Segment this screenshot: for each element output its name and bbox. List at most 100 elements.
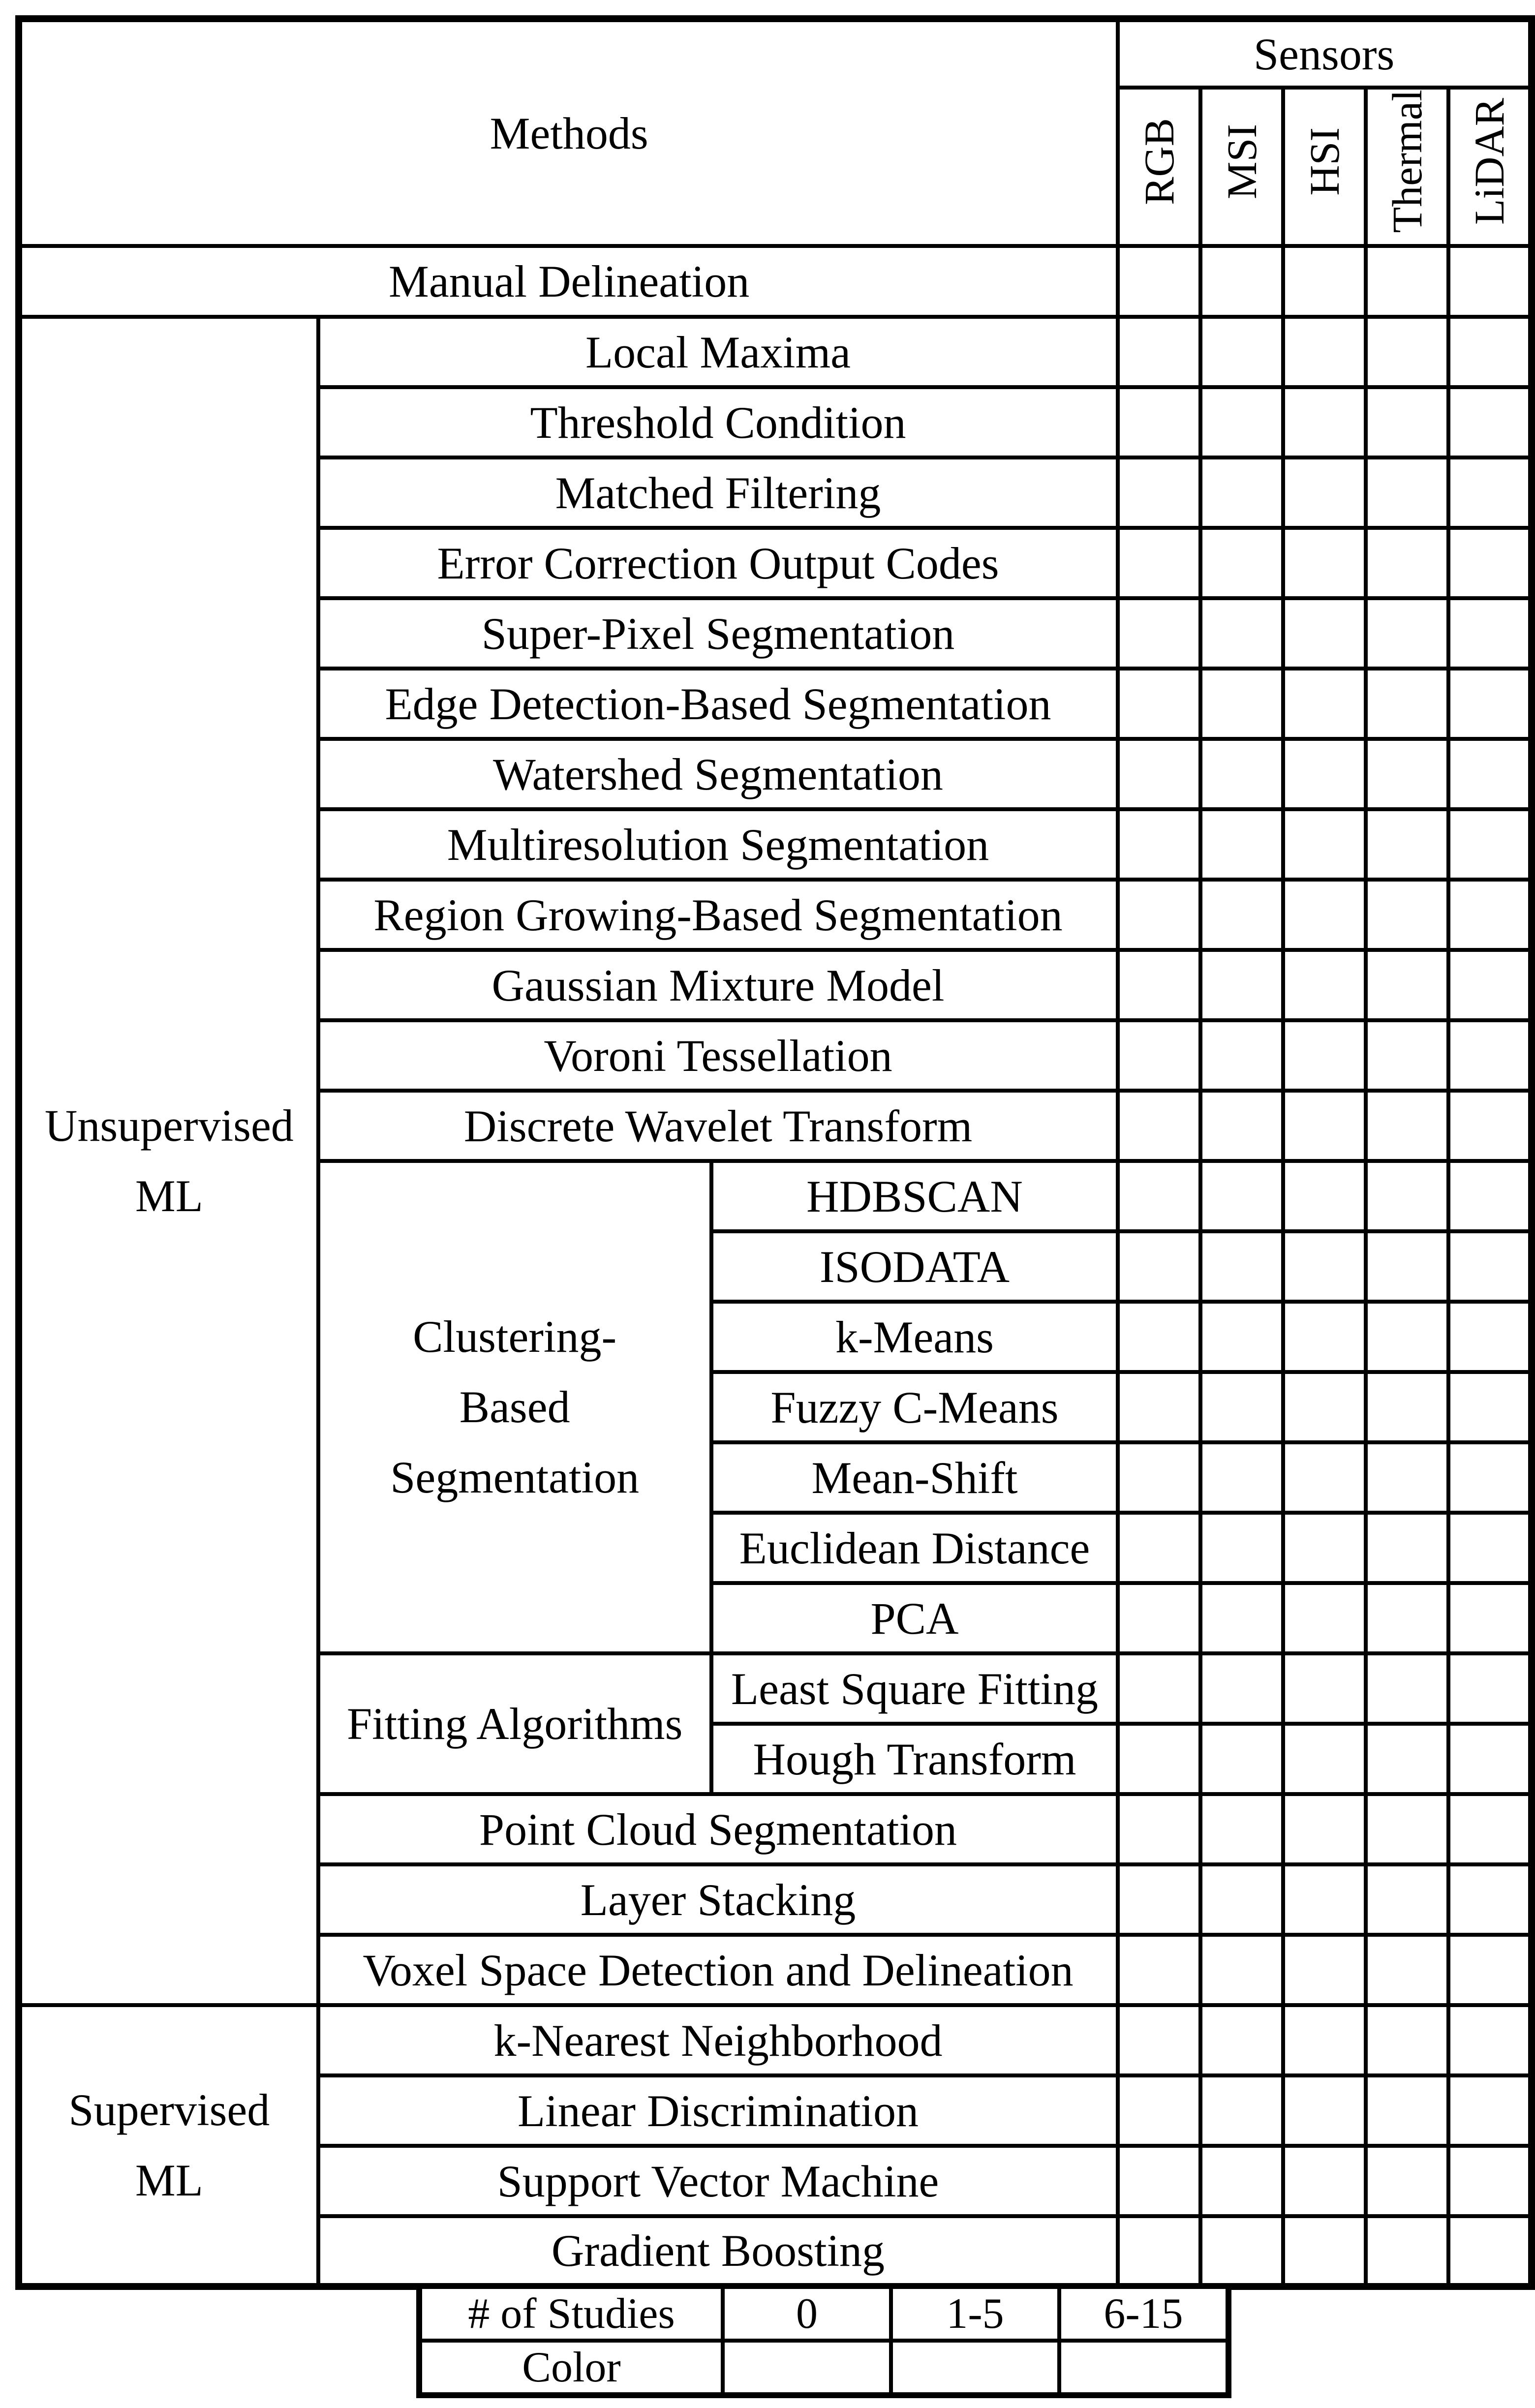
heat-cell [1363,244,1451,319]
group-label-line: Supervised [68,2084,270,2135]
heat-cell [1198,315,1285,389]
subgroup-fitting-algorithms: Fitting Algorithms [316,1651,713,1796]
heat-cell [1446,1722,1534,1796]
heat-cell [1363,737,1451,811]
method-label: Error Correction Output Codes [316,526,1120,600]
heat-cell [1281,1089,1368,1163]
method-label: Gaussian Mixture Model [316,948,1120,1022]
heat-cell [1446,1651,1534,1726]
heat-cell [1116,1300,1203,1374]
legend-swatch-low [889,2339,1061,2397]
heat-cell [1116,1511,1203,1585]
heat-cell [1198,2214,1285,2288]
subgroup-label-line: Fitting Algorithms [346,1698,683,1749]
subgroup-clustering-based-segmentation: Clustering- Based Segmentation [316,1159,713,1655]
heat-cell [1116,878,1203,952]
heat-cell [1446,596,1534,671]
heat-cell [1363,1862,1451,1937]
method-label: Mean-Shift [709,1440,1120,1515]
heat-cell [1281,807,1368,882]
heat-cell [1116,1581,1203,1655]
heat-cell [1198,1862,1285,1937]
sensors-header: Sensors [1116,17,1534,90]
heat-cell [1281,737,1368,811]
heat-cell [1116,2073,1203,2148]
heat-cell [1198,1722,1285,1796]
heat-cell [1363,2003,1451,2077]
group-unsupervised-ml: Unsupervised ML [17,315,320,2007]
method-label: k-Nearest Neighborhood [316,2003,1120,2077]
heat-cell [1446,1933,1534,2007]
heat-cell [1446,878,1534,952]
method-label: Region Growing-Based Segmentation [316,878,1120,952]
heat-cell [1281,1511,1368,1585]
heat-cell [1281,1159,1368,1233]
heat-cell [1363,1511,1451,1585]
legend-range-0: 0 [721,2284,893,2343]
heat-cell [1281,1651,1368,1726]
sensor-col-msi-label: MSI [1218,123,1265,199]
heat-cell [1446,2073,1534,2148]
heat-cell [1446,737,1534,811]
heat-cell [1198,667,1285,741]
heat-cell [1116,1229,1203,1304]
heat-cell [1446,1581,1534,1655]
heat-cell [1446,948,1534,1022]
heat-cell [1198,2073,1285,2148]
method-label: Linear Discrimination [316,2073,1120,2148]
subgroup-label-line: Segmentation [390,1452,640,1502]
sensor-col-lidar: LiDAR [1446,86,1534,248]
method-label: Least Square Fitting [709,1651,1120,1726]
heat-cell [1446,2144,1534,2218]
heat-cell [1116,737,1203,811]
subgroup-label-line: Based [459,1382,570,1432]
heat-cell [1198,1089,1285,1163]
sensor-col-lidar-label: LiDAR [1466,98,1513,225]
heat-cell [1363,1440,1451,1515]
methods-sensors-table: Methods Sensors RGB MSI HSI Thermal LiDA… [15,15,1535,2290]
heat-cell [1363,1792,1451,1866]
heat-cell [1198,1370,1285,1444]
heat-cell [1281,1018,1368,1093]
heat-cell [1116,2003,1203,2077]
heat-cell [1116,948,1203,1022]
heat-cell [1363,315,1451,389]
heat-cell [1446,315,1534,389]
heat-cell [1281,667,1368,741]
heat-cell [1116,1862,1203,1937]
method-label: Gradient Boosting [316,2214,1120,2288]
heat-cell [1446,2214,1534,2288]
heat-cell [1116,2214,1203,2288]
method-label: Local Maxima [316,315,1120,389]
method-label: Voroni Tessellation [316,1018,1120,1093]
heat-cell [1116,385,1203,459]
heat-cell [1116,244,1203,319]
heat-cell [1281,2144,1368,2218]
heat-cell [1281,2214,1368,2288]
heat-cell [1198,1581,1285,1655]
sensor-col-thermal-label: Thermal [1383,90,1431,233]
heat-cell [1281,2073,1368,2148]
heat-cell [1198,1651,1285,1726]
heat-cell [1198,878,1285,952]
heat-cell [1446,1511,1534,1585]
heat-cell [1281,1722,1368,1796]
sensor-col-msi: MSI [1198,86,1285,248]
heat-cell [1116,1159,1203,1233]
heat-cell [1446,1089,1534,1163]
heat-cell [1281,1862,1368,1937]
heat-cell [1116,2144,1203,2218]
heat-cell [1116,526,1203,600]
heat-cell [1281,1581,1368,1655]
heat-cell [1281,1370,1368,1444]
heat-cell [1116,1089,1203,1163]
group-label-line: Unsupervised [44,1100,294,1151]
method-label: Voxel Space Detection and Delineation [316,1933,1120,2007]
legend: # of Studies 0 1-5 6-15 Color [416,2283,1231,2398]
heat-cell [1198,456,1285,530]
heat-cell [1116,807,1203,882]
heat-cell [1363,2073,1451,2148]
heat-cell [1116,1440,1203,1515]
heat-cell [1363,456,1451,530]
group-label-line: ML [135,2155,203,2205]
